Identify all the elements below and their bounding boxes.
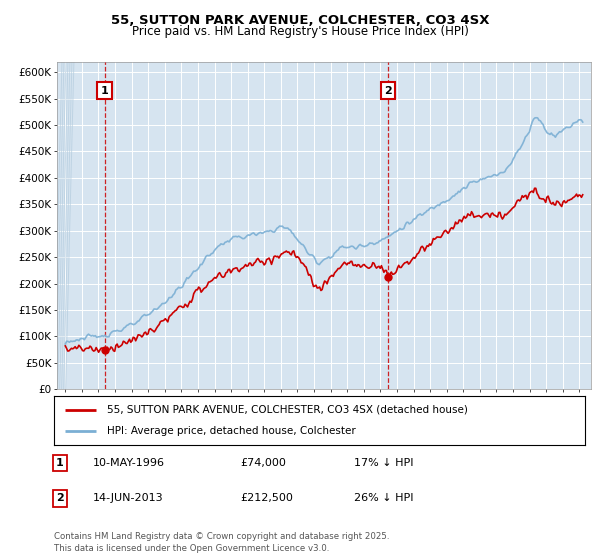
Text: 55, SUTTON PARK AVENUE, COLCHESTER, CO3 4SX (detached house): 55, SUTTON PARK AVENUE, COLCHESTER, CO3 … — [107, 405, 468, 415]
Text: 55, SUTTON PARK AVENUE, COLCHESTER, CO3 4SX: 55, SUTTON PARK AVENUE, COLCHESTER, CO3 … — [111, 14, 489, 27]
Text: Contains HM Land Registry data © Crown copyright and database right 2025.
This d: Contains HM Land Registry data © Crown c… — [54, 533, 389, 553]
Text: Price paid vs. HM Land Registry's House Price Index (HPI): Price paid vs. HM Land Registry's House … — [131, 25, 469, 38]
Text: 17% ↓ HPI: 17% ↓ HPI — [354, 458, 413, 468]
Text: £212,500: £212,500 — [240, 493, 293, 503]
Text: £74,000: £74,000 — [240, 458, 286, 468]
Text: 14-JUN-2013: 14-JUN-2013 — [93, 493, 164, 503]
Text: 1: 1 — [101, 86, 109, 96]
Text: HPI: Average price, detached house, Colchester: HPI: Average price, detached house, Colc… — [107, 426, 356, 436]
Text: 26% ↓ HPI: 26% ↓ HPI — [354, 493, 413, 503]
Text: 2: 2 — [384, 86, 392, 96]
Text: 10-MAY-1996: 10-MAY-1996 — [93, 458, 165, 468]
Text: 1: 1 — [56, 458, 64, 468]
Text: 2: 2 — [56, 493, 64, 503]
